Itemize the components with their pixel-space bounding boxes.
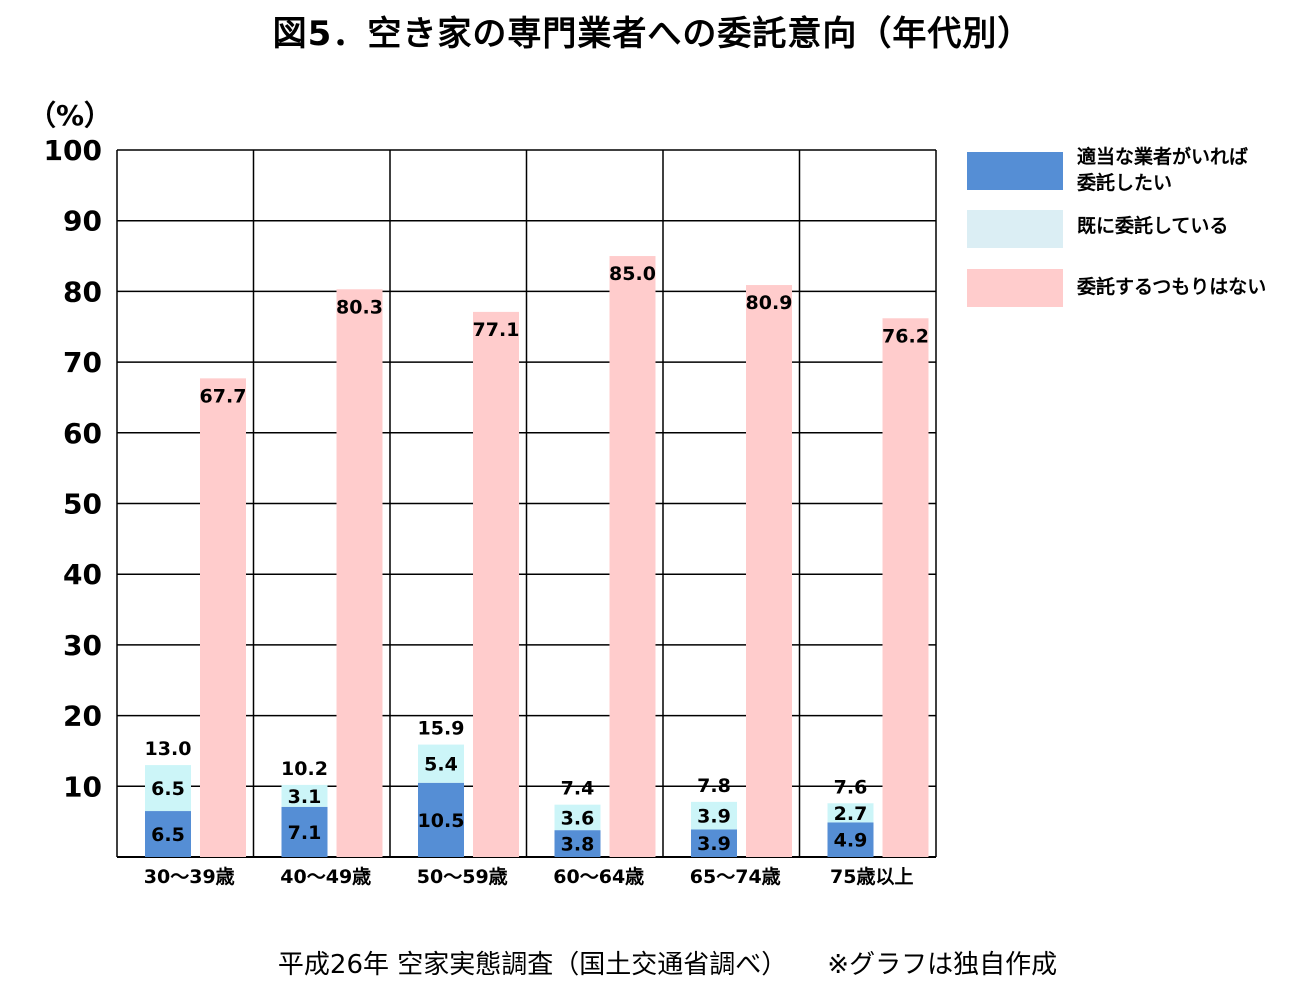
data-label-already: 6.5 [151,778,185,800]
y-tick-label: 50 [63,488,102,521]
data-label-none: 80.9 [746,292,793,314]
x-tick-label: 30～39歳 [144,866,235,888]
chart-title: 図5．空き家の専門業者への委託意向（年代別） [272,14,1033,54]
bar-already [418,744,464,783]
bar-none [882,318,929,857]
data-label-none: 80.3 [336,296,383,318]
data-label-none: 76.2 [882,325,929,347]
bar-want [418,782,464,857]
x-tick-label: 60～64歳 [553,866,644,888]
bar-want [827,822,874,857]
data-label-total: 10.2 [281,758,328,780]
bar-already [827,803,874,823]
data-label-want: 4.9 [834,830,868,852]
y-tick-label: 60 [63,417,102,450]
bar-none [200,378,246,857]
bar-already [145,765,191,812]
y-tick-label: 80 [63,275,102,308]
data-label-already: 3.1 [288,786,322,808]
x-tick-label: 65～74歳 [690,866,781,888]
bar-already [554,804,601,831]
x-tick-label: 40～49歳 [280,866,371,888]
data-label-want: 3.8 [561,834,595,856]
data-label-total: 7.8 [697,775,731,797]
y-tick-label: 40 [63,558,102,591]
legend-swatch-already [967,210,1063,248]
data-label-want: 7.1 [288,822,322,844]
bar-want [554,830,601,857]
x-tick-label: 75歳以上 [830,866,913,888]
chart-canvas: 10 20 30 40 50 60 70 80 90 100（%） 6.5 6.5 13.0 67.7 30… [28,99,937,888]
bar-want [691,829,737,857]
y-tick-label: 70 [63,346,102,379]
y-tick-label: 20 [63,700,102,733]
legend-label-want: 適当な業者がいれば 委託したい [1077,146,1249,194]
y-tick-label: 100 [44,134,102,167]
source-survey: 平成26年 空家実態調査（国土交通省調べ） [277,950,788,980]
source-note: 平成26年 空家実態調査（国土交通省調べ） ※グラフは独自作成 [0,944,1305,981]
legend-swatch-none [967,269,1063,307]
source-original-note: ※グラフは独自作成 [827,950,1058,980]
y-tick-label: 10 [63,770,102,803]
data-label-total: 13.0 [145,738,192,760]
y-axis-label: （%） [28,99,112,132]
data-label-already: 3.9 [697,806,731,828]
data-label-total: 7.6 [834,776,868,798]
data-label-already: 2.7 [834,803,868,825]
legend-label-none: 委託するつもりはない [1077,276,1267,298]
bar-want [281,806,328,857]
data-label-want: 10.5 [418,810,465,832]
data-label-want: 3.9 [697,833,731,855]
data-label-none: 85.0 [609,263,656,285]
data-label-already: 5.4 [424,754,458,776]
y-tick-label: 30 [63,629,102,662]
data-label-total: 7.4 [561,778,595,800]
bar-already [281,784,328,807]
bar-already [691,801,737,830]
bar-none [473,311,519,857]
bar-none [336,289,383,857]
data-label-total: 15.9 [418,718,465,740]
data-label-none: 77.1 [473,319,520,341]
x-tick-label: 50～59歳 [417,866,508,888]
y-tick-label: 90 [63,205,102,238]
legend-swatch-want [967,152,1063,190]
data-label-none: 67.7 [200,385,247,407]
legend-label-already: 既に委託している [1077,215,1229,237]
bar-none [609,256,656,857]
data-label-want: 6.5 [151,824,185,846]
bar-none [746,285,792,857]
bar-want [145,811,191,857]
data-label-already: 3.6 [561,807,595,829]
